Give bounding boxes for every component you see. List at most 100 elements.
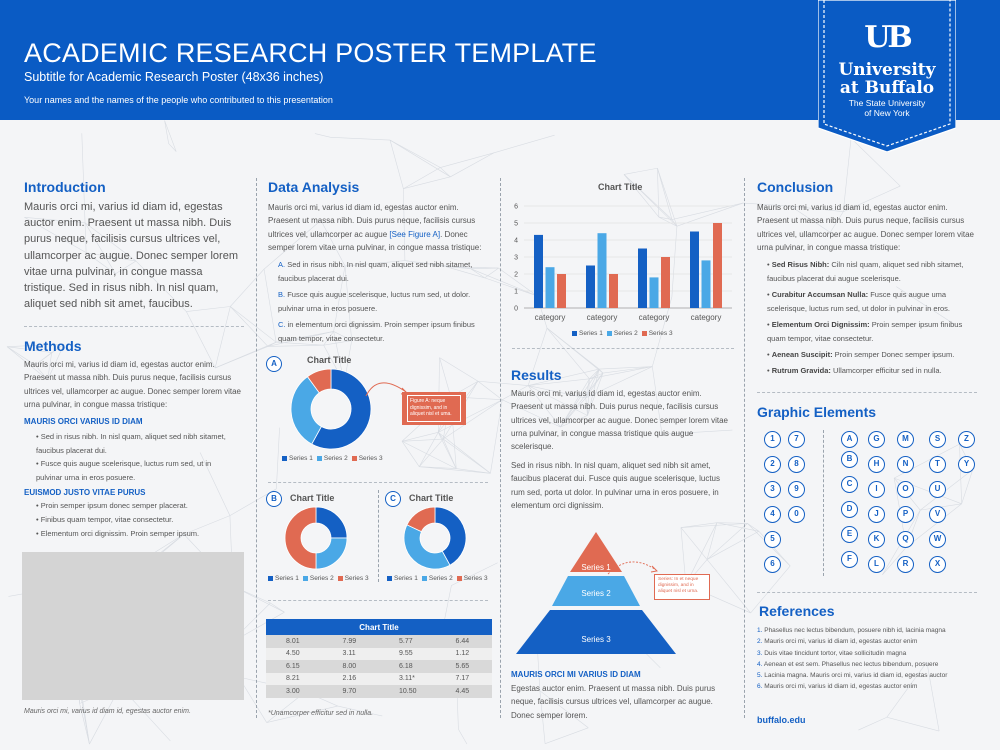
reference-text: Aenean et est sem. Phasellus nec lectus …: [763, 660, 939, 668]
chart-label-b: B: [266, 491, 282, 507]
background-line: [6, 346, 36, 366]
legend-label: Series 3: [648, 330, 673, 337]
methods-bullet: • Elementum orci dignissim. Proin semper…: [36, 529, 200, 538]
table-cell: 9.55: [379, 647, 436, 660]
background-line: [186, 311, 216, 369]
background-line: [438, 399, 503, 433]
university-logo-badge: [818, 0, 956, 152]
bar-series-3: [713, 223, 722, 308]
background-line: [842, 138, 852, 212]
background-line: [502, 385, 529, 400]
background-line: [716, 522, 748, 524]
background-line: [135, 260, 187, 312]
legend-label: Series 3: [344, 575, 369, 582]
pyramid-tier-2: [552, 576, 640, 606]
reference-item: 5. Lacinia magna. Mauris orci mi, varius…: [757, 670, 975, 681]
bar-chart-legend: Series 1 Series 2 Series 3: [568, 330, 673, 337]
table-row: 6.15 8.00 6.18 5.65: [266, 660, 492, 673]
background-line: [333, 331, 352, 341]
background-line: [418, 432, 439, 467]
background-line: [587, 378, 590, 416]
background-line: [657, 168, 660, 218]
analysis-list-item: A. Sed in risus nibh. In nisl quam, aliq…: [278, 260, 473, 283]
background-line: [323, 331, 334, 346]
background-line: [47, 352, 53, 380]
conclusion-bullet: • Curabitur Accumsan Nulla: Fusce quis a…: [767, 290, 951, 313]
y-tick-label: 3: [514, 255, 518, 262]
background-line: [484, 277, 537, 297]
background-line: [230, 306, 269, 347]
pie-slice-2: [403, 524, 451, 570]
methods-bullet: • Sed in risus nibh. In nisl quam, aliqu…: [36, 432, 226, 455]
methods-bullet: • Fusce quis augue scelerisque, luctus r…: [36, 459, 212, 482]
website-link[interactable]: buffalo.edu: [757, 715, 806, 725]
reference-number: 5.: [757, 672, 765, 680]
data-analysis-body: Mauris orci mi, varius id diam id, egest…: [268, 203, 482, 252]
x-category-label: category: [587, 313, 618, 322]
letter-badge-icon: X: [929, 556, 946, 573]
background-line: [477, 381, 503, 400]
section-divider: [268, 600, 488, 601]
number-badge-icon: 2: [764, 456, 781, 473]
background-line: [115, 260, 137, 274]
background-line: [743, 202, 791, 207]
legend-label: Series 2: [613, 330, 638, 337]
number-badge-icon: 8: [788, 456, 805, 473]
background-line: [6, 343, 65, 347]
background-line: [445, 266, 485, 279]
background-line: [706, 523, 748, 560]
background-line: [850, 138, 901, 187]
reference-text: Mauris orci mi, varius id diam id, egest…: [764, 683, 918, 691]
background-line: [267, 341, 277, 347]
table-row: 4.50 3.11 9.55 1.12: [266, 647, 492, 660]
analysis-list-item: C. in elementum orci dignissim. Proin se…: [278, 320, 475, 343]
background-line: [544, 727, 589, 744]
reference-text: Lacinia magna. Mauris orci mi, varius id…: [764, 672, 948, 680]
background-line: [389, 140, 404, 189]
letter-badge-icon: F: [841, 551, 858, 568]
table-cell: 7.17: [435, 672, 492, 685]
number-badge-icon: 1: [764, 431, 781, 448]
letter-badge-icon: W: [929, 531, 946, 548]
pyramid-label-1: Series 1: [581, 563, 611, 572]
background-line: [886, 716, 940, 732]
legend-swatch: [572, 330, 577, 336]
background-line: [589, 368, 600, 380]
figure-a-link[interactable]: [See Figure A]: [389, 229, 441, 239]
legend-swatch: [421, 575, 427, 581]
references-heading: References: [759, 603, 835, 619]
number-badge-icon: 3: [764, 481, 781, 498]
background-line: [47, 343, 65, 380]
methods-heading: Methods: [24, 338, 82, 354]
pyramid-label-3: Series 3: [581, 635, 611, 644]
methods-body: Mauris orci mi, varius id diam id, egest…: [24, 360, 241, 409]
legend-swatch: [606, 330, 612, 336]
background-line: [598, 368, 604, 374]
background-line: [437, 432, 457, 469]
background-line: [623, 174, 660, 218]
number-badge-icon: 9: [788, 481, 805, 498]
table-cell: 6.44: [435, 635, 492, 648]
reference-number: 6.: [757, 683, 765, 691]
background-line: [403, 176, 451, 189]
legend-label: Series 2: [309, 575, 334, 582]
background-line: [443, 438, 491, 474]
table-cell: 8.01: [266, 635, 323, 648]
letter-badge-icon: J: [868, 506, 885, 523]
background-line: [843, 185, 901, 213]
letter-badge-icon: Y: [958, 456, 975, 473]
legend-swatch: [641, 330, 647, 336]
y-tick-label: 6: [514, 204, 518, 211]
letter-badge-icon: T: [929, 456, 946, 473]
background-line: [585, 366, 653, 399]
background-line: [652, 366, 663, 435]
x-category-label: category: [535, 313, 566, 322]
graphic-divider: [823, 430, 824, 576]
background-line: [438, 432, 491, 474]
letter-badge-icon: D: [841, 501, 858, 518]
background-line: [402, 438, 444, 442]
background-line: [502, 399, 561, 428]
background-line: [443, 399, 503, 440]
table-cell: 2.16: [322, 672, 379, 685]
background-line: [263, 220, 322, 270]
